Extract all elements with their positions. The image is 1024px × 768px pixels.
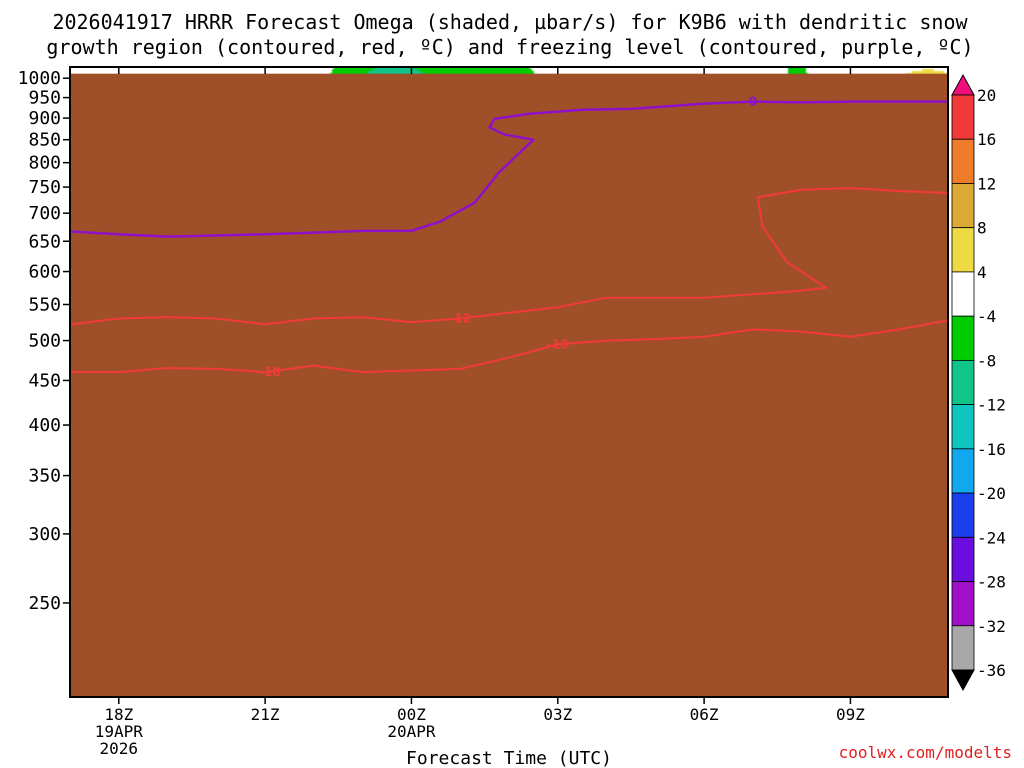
colorbar-label: -12 — [977, 396, 1006, 415]
colorbar-bin-10 — [951, 492, 975, 538]
colorbar-bin-5 — [951, 271, 975, 317]
colorbar-bin-2 — [951, 138, 975, 184]
y-tick-label: 850 — [28, 130, 61, 151]
colorbar-label: 4 — [977, 263, 987, 282]
colorbar-bin-13 — [951, 625, 975, 671]
dgz-contour-minus18-label: -18 — [547, 337, 569, 351]
y-tick-label: 750 — [28, 177, 61, 198]
dgz-contour-minus18 — [70, 319, 948, 374]
y-tick-label: 800 — [28, 153, 61, 174]
colorbar-label: -36 — [977, 661, 1006, 680]
colorbar-bin-9 — [951, 448, 975, 494]
contour-lines: -18 -18 -12 0 — [70, 95, 948, 379]
x-tick-label: 20APR — [387, 722, 436, 741]
colorbar-label: -24 — [977, 528, 1006, 547]
y-tick-label: 450 — [28, 370, 61, 391]
dgz-contour-minus12-label: -12 — [449, 312, 471, 326]
y-tick-label: 400 — [28, 415, 61, 436]
colorbar-label: -28 — [977, 573, 1006, 592]
dgz-contour-minus18-label: -18 — [259, 365, 281, 379]
colorbar-label: 8 — [977, 219, 987, 238]
x-tick-label: 18Z — [104, 705, 133, 724]
colorbar-bottom-arrow — [951, 669, 975, 692]
x-tick-label: 09Z — [836, 705, 865, 724]
colorbar-bin-8 — [951, 404, 975, 450]
y-tick-label: 250 — [28, 593, 61, 614]
chart-title-line-2: growth region (contoured, red, ºC) and f… — [46, 35, 973, 59]
colorbar-bin-11 — [951, 536, 975, 582]
x-tick-label: 00Z — [397, 705, 426, 724]
x-tick-label: 21Z — [251, 705, 280, 724]
colorbar-label: -16 — [977, 440, 1006, 459]
x-tick-label: 19APR — [95, 722, 144, 741]
x-tick-label: 2026 — [100, 739, 139, 758]
colorbar-bin-7 — [951, 359, 975, 406]
y-tick-label: 950 — [28, 88, 61, 109]
colorbar-label: -8 — [977, 351, 996, 370]
y-tick-label: 300 — [28, 524, 61, 545]
terrain-fill — [70, 73, 948, 697]
y-tick-label: 700 — [28, 203, 61, 224]
x-tick-label: 03Z — [543, 705, 572, 724]
y-tick-label: 550 — [28, 294, 61, 315]
colorbar-label: -32 — [977, 617, 1006, 636]
freezing-level-contour-label: 0 — [749, 95, 757, 109]
colorbar-bin-12 — [951, 581, 975, 627]
colorbar-label: -4 — [977, 307, 996, 326]
plot-frame — [69, 66, 949, 698]
credit-link[interactable]: coolwx.com/modelts — [839, 743, 1012, 762]
colorbar-bin-6 — [951, 315, 975, 361]
y-axis-ticks: 2503003504004505005506006507007508008509… — [18, 68, 70, 614]
y-tick-label: 650 — [28, 231, 61, 252]
y-tick-label: 1000 — [18, 68, 61, 89]
y-tick-label: 900 — [28, 108, 61, 129]
x-tick-label: 06Z — [690, 705, 719, 724]
y-tick-label: 350 — [28, 466, 61, 487]
dgz-contour-minus12 — [70, 187, 948, 326]
chart-title-line-1: 2026041917 HRRR Forecast Omega (shaded, … — [52, 10, 968, 34]
colorbar-bin-4 — [951, 227, 975, 273]
omega-colorbar: 20 16 12 8 4 -4 -8 -12 -16 -20 -24 -28 -32 -36 — [951, 73, 1006, 692]
x-axis-label: Forecast Time (UTC) — [406, 748, 612, 768]
colorbar-bin-3 — [951, 183, 975, 229]
y-tick-label: 500 — [28, 331, 61, 352]
colorbar-label: 16 — [977, 130, 996, 149]
y-tick-label: 600 — [28, 262, 61, 283]
colorbar-label: -20 — [977, 484, 1006, 503]
colorbar-label: 20 — [977, 86, 996, 105]
colorbar-bin-1 — [951, 94, 975, 140]
colorbar-label: 12 — [977, 174, 996, 193]
freezing-level-contour — [70, 100, 948, 238]
terrain-surface — [70, 73, 948, 697]
